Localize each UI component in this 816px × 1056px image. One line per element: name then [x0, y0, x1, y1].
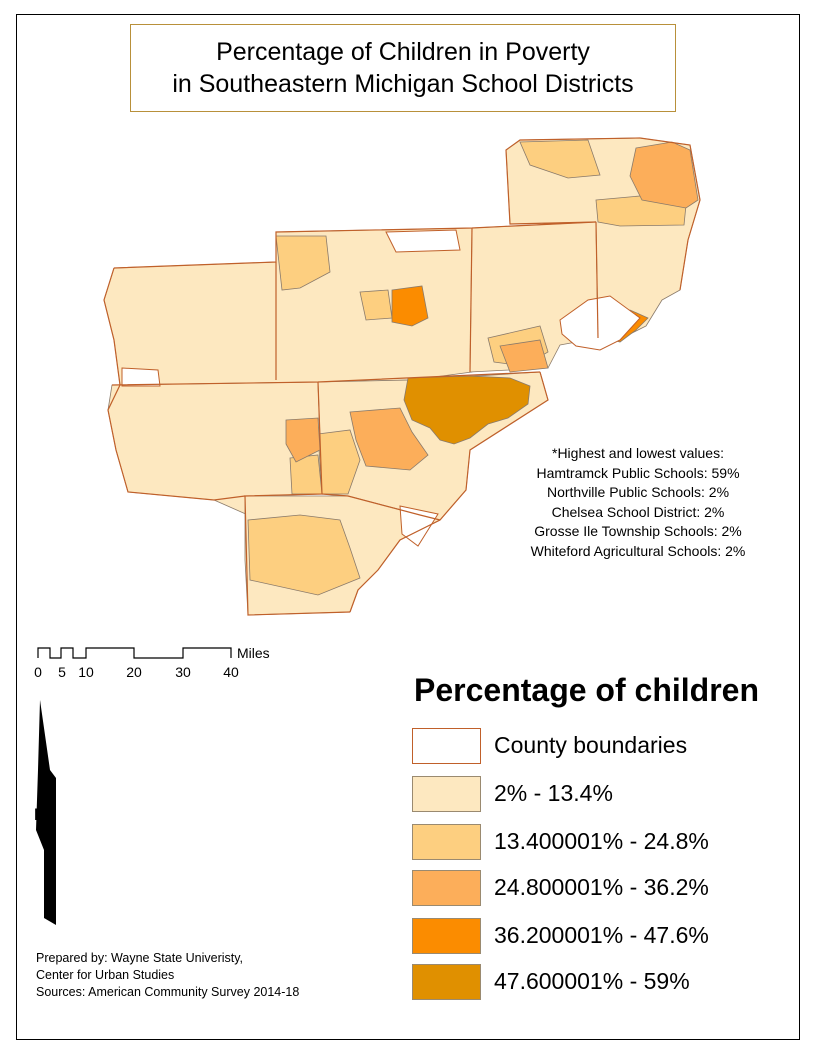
scale-tick-label: 5: [58, 664, 66, 680]
district-patch: [519, 139, 601, 179]
district-patch: [285, 417, 321, 463]
class2-districts: [247, 139, 687, 596]
north-arrow-icon: N: [34, 700, 56, 925]
legend-item-class-3: 24.800001% - 36.2%: [412, 870, 792, 908]
gap-livingston: [385, 229, 461, 253]
county-line: [321, 493, 441, 521]
legend-title: Percentage of children: [414, 672, 759, 708]
class3-districts: [285, 141, 699, 471]
district-patch-detroit: [403, 375, 531, 445]
legend-swatch: [412, 776, 481, 812]
scale-tick-label: 10: [78, 664, 94, 680]
scale-tick-label: 20: [126, 664, 142, 680]
lake-st-clair: [559, 295, 641, 351]
legend-label: 13.400001% - 24.8%: [494, 828, 709, 854]
credits-line: Prepared by: Wayne State Univeristy,: [36, 951, 244, 965]
scale-bar-graphic: [37, 647, 232, 659]
county-boundaries: [103, 137, 701, 616]
county-line: [113, 137, 701, 291]
credits-line: Center for Urban Studies: [36, 968, 175, 982]
legend-label: 47.600001% - 59%: [494, 968, 690, 994]
note-item: Hamtramck Public Schools: 59%: [536, 464, 740, 481]
legend-swatch: [412, 964, 481, 1000]
credits-line: Sources: American Community Survey 2014-…: [36, 985, 300, 999]
note-item: Grosse Ile Township Schools: 2%: [534, 523, 742, 539]
scale-tick-label: 0: [34, 664, 42, 680]
legend-swatch: [412, 728, 481, 764]
note-item: Northville Public Schools: 2%: [546, 484, 730, 500]
north-label: N: [34, 805, 46, 824]
legend-item-class-5: 47.600001% - 59%: [412, 964, 792, 1002]
district-patch: [289, 454, 323, 495]
scale-tick-label: 40: [223, 664, 239, 680]
district-patch: [349, 407, 429, 471]
map-title-line-2: in Southeastern Michigan School District…: [172, 70, 634, 98]
county-line: [469, 227, 473, 373]
scale-bar: Miles 0 5 10 20 30 40: [30, 640, 290, 685]
note-item: Whiteford Agricultural Schools: 2%: [530, 542, 746, 559]
gap-wayne: [399, 505, 439, 547]
map-frame: [16, 14, 800, 1040]
class5-districts: [403, 375, 531, 445]
legend-item-class-2: 13.400001% - 24.8%: [412, 824, 792, 862]
legend-label: County boundaries: [494, 732, 688, 758]
note-heading: *Highest and lowest values:: [552, 445, 724, 461]
county-line: [103, 267, 246, 501]
water-and-gaps: [121, 229, 641, 547]
district-patch: [359, 289, 393, 321]
legend-swatch: [412, 870, 481, 906]
legend-item-county-boundaries: County boundaries: [412, 728, 792, 766]
district-patch: [391, 285, 429, 327]
legend-label: 36.200001% - 47.6%: [494, 922, 709, 948]
county-line: [349, 371, 549, 613]
legend-label: 24.800001% - 36.2%: [494, 874, 709, 900]
north-arrow: N: [30, 700, 70, 930]
legend-label: 2% - 13.4%: [494, 780, 613, 806]
extreme-values-note: *Highest and lowest values: Hamtramck Pu…: [500, 444, 776, 561]
district-patch: [499, 339, 549, 373]
legend-swatch: [412, 918, 481, 954]
legend-item-class-4: 36.200001% - 47.6%: [412, 918, 792, 956]
legend-swatch: [412, 824, 481, 860]
scale-unit-label: Miles: [237, 645, 270, 661]
map-title-line-1: Percentage of Children in Poverty: [216, 38, 590, 66]
map-title-box: Percentage of Children in Poverty in Sou…: [130, 24, 676, 112]
note-item: Chelsea School District: 2%: [551, 503, 725, 520]
county-line: [595, 221, 599, 339]
credits: Prepared by: Wayne State Univeristy, Cen…: [36, 950, 299, 1001]
legend-item-class-1: 2% - 13.4%: [412, 776, 792, 814]
scale-tick-label: 30: [175, 664, 191, 680]
gap-washtenaw: [121, 367, 161, 387]
district-patch: [275, 235, 331, 291]
district-patch: [247, 514, 361, 596]
